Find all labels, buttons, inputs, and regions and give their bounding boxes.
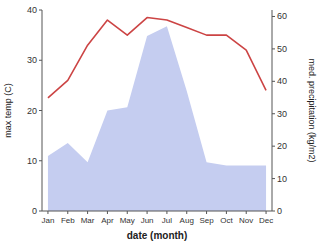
bottom-axis-line — [42, 211, 272, 212]
tick — [39, 160, 42, 161]
tick-label: Oct — [220, 216, 233, 225]
tick-label: Aug — [180, 216, 194, 225]
tick-label: 10 — [277, 174, 287, 184]
tick-label: Jul — [162, 216, 172, 225]
tick-label: 0 — [32, 206, 37, 216]
tick — [39, 110, 42, 111]
tick-label: Sep — [199, 216, 214, 225]
tick-label: 30 — [27, 55, 37, 65]
tick — [272, 81, 275, 82]
tick — [67, 211, 68, 214]
y2-axis-label: med. precipitation (kg/m2) — [307, 58, 317, 162]
tick — [186, 211, 187, 214]
tick — [272, 146, 275, 147]
precipitation-area — [48, 26, 266, 211]
tick-label: May — [120, 216, 135, 225]
tick-label: 30 — [277, 109, 287, 119]
tick — [39, 211, 42, 212]
tick-label: 40 — [277, 76, 287, 86]
tick — [246, 211, 247, 214]
tick-label: Mar — [81, 216, 95, 225]
tick — [39, 10, 42, 11]
tick-label: Apr — [101, 216, 114, 225]
tick-label: 20 — [277, 141, 287, 151]
tick-label: Jan — [41, 216, 54, 225]
tick — [39, 60, 42, 61]
tick-label: 50 — [277, 44, 287, 54]
tick — [107, 211, 108, 214]
tick-label: Jun — [141, 216, 154, 225]
tick — [272, 16, 275, 17]
tick — [87, 211, 88, 214]
tick-label: Nov — [239, 216, 253, 225]
x-axis-label: date (month) — [127, 230, 188, 241]
tick — [166, 211, 167, 214]
tick — [226, 211, 227, 214]
tick-label: 40 — [27, 5, 37, 15]
tick-label: Feb — [61, 216, 75, 225]
tick — [147, 211, 148, 214]
tick — [272, 211, 275, 212]
tick — [127, 211, 128, 214]
plot-area — [48, 18, 266, 211]
y-axis-label: max temp (C) — [3, 83, 13, 138]
tick — [266, 211, 267, 214]
right-axis-line — [272, 10, 273, 211]
tick-label: 20 — [27, 106, 37, 116]
tick — [272, 113, 275, 114]
tick-label: Dec — [259, 216, 273, 225]
tick — [272, 48, 275, 49]
tick-label: 10 — [27, 156, 37, 166]
tick — [206, 211, 207, 214]
tick-label: 0 — [277, 206, 282, 216]
background — [0, 0, 318, 247]
tick — [272, 178, 275, 179]
chart-container: 0 10 20 30 40 0 10 20 30 40 50 60 Jan Feb Mar Apr May Jun… — [0, 0, 318, 247]
chart-svg: 0 10 20 30 40 0 10 20 30 40 50 60 Jan Feb Mar Apr May Jun… — [0, 0, 318, 247]
tick — [47, 211, 48, 214]
tick-label: 60 — [277, 11, 287, 21]
temperature-line — [48, 18, 266, 98]
